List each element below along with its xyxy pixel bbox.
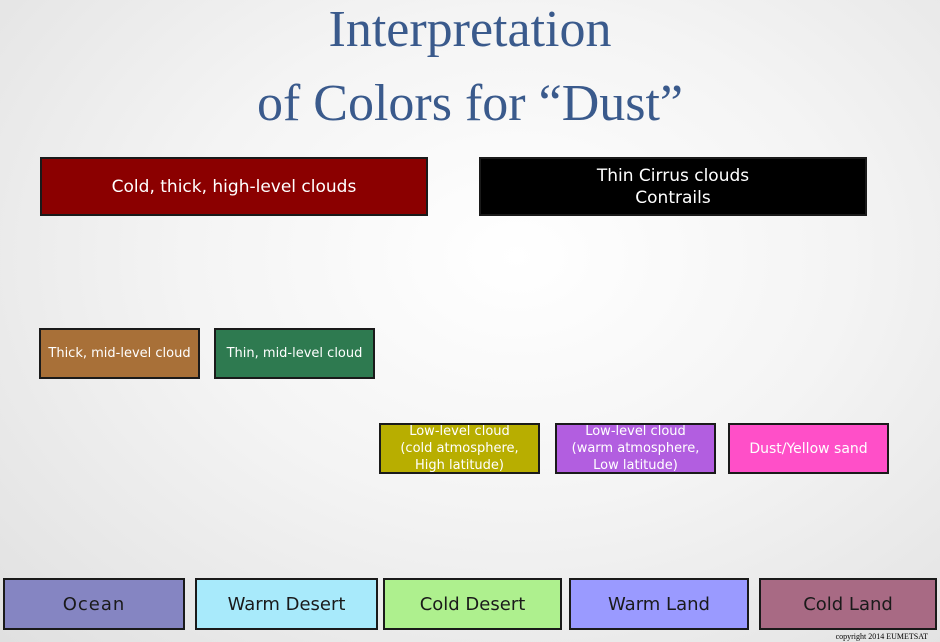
box-line: Thin, mid-level cloud xyxy=(226,346,363,361)
surface-label: Warm Desert xyxy=(227,593,346,615)
box-line: High latitude) xyxy=(415,458,504,473)
box-line: (warm atmosphere, xyxy=(571,441,700,456)
box-line: Contrails xyxy=(635,187,711,208)
box-line: Low latitude) xyxy=(593,458,678,473)
title-line-2: of Colors for “Dust” xyxy=(256,75,684,132)
box-low-level-cloud-warm: Low-level cloud (warm atmosphere, Low la… xyxy=(555,423,716,474)
box-low-level-cloud-cold: Low-level cloud (cold atmosphere, High l… xyxy=(379,423,540,474)
surface-label: Cold Land xyxy=(803,593,893,615)
surface-warm-land: Warm Land xyxy=(569,578,749,630)
box-line: Thick, mid-level cloud xyxy=(48,346,191,361)
surface-ocean: Ocean xyxy=(3,578,185,630)
box-dust-yellow-sand: Dust/Yellow sand xyxy=(728,423,889,474)
box-line: Low-level cloud xyxy=(585,424,686,439)
surface-cold-desert: Cold Desert xyxy=(383,578,562,630)
box-line: Dust/Yellow sand xyxy=(749,440,868,457)
box-cold-thick-high-clouds: Cold, thick, high-level clouds xyxy=(40,157,428,216)
box-line: Low-level cloud xyxy=(409,424,510,439)
title-line-1: Interpretation xyxy=(328,1,612,58)
box-line: (cold atmosphere, xyxy=(400,441,519,456)
box-thin-mid-level-cloud: Thin, mid-level cloud xyxy=(214,328,375,379)
box-line: Cold, thick, high-level clouds xyxy=(111,176,357,197)
surface-cold-land: Cold Land xyxy=(759,578,937,630)
box-thick-mid-level-cloud: Thick, mid-level cloud xyxy=(39,328,200,379)
surface-label: Warm Land xyxy=(608,593,710,615)
box-line: Thin Cirrus clouds xyxy=(596,165,750,186)
surface-label: Ocean xyxy=(62,593,126,615)
surface-warm-desert: Warm Desert xyxy=(195,578,378,630)
surface-label: Cold Desert xyxy=(419,593,526,615)
box-thin-cirrus-contrails: Thin Cirrus clouds Contrails xyxy=(479,157,867,216)
copyright-notice: copyright 2014 EUMETSAT xyxy=(835,632,928,641)
